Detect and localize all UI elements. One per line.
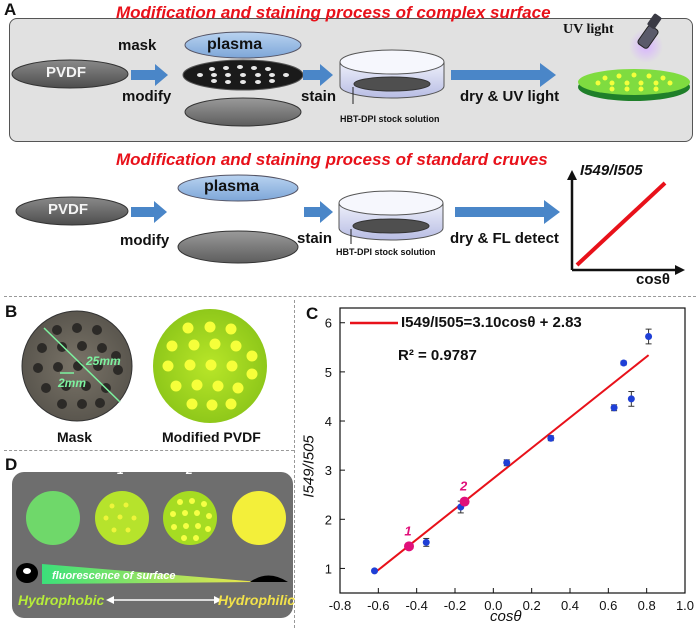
mini-graph-line [575,181,667,267]
bottom-dry-label: dry & FL detect [450,230,559,247]
panel-b-letter: B [5,302,18,321]
bottom-arrow-2-icon [304,201,333,223]
fluorescence-label: fluorescence of surface [52,570,176,582]
top-arrow-2-icon [303,64,333,86]
mask-photo-holes [33,323,123,409]
panel-b-graphics [21,309,267,423]
top-stain-label: stain [301,88,337,105]
legend-equation: I549/I505=3.10cosθ + 2.83 [401,314,582,331]
mask-caption: Mask [57,429,93,445]
top-mask-holes [197,65,289,84]
sample-1-number: 1 [117,463,124,477]
data-point [371,567,378,575]
y-tick-label: 4 [325,414,332,429]
highlight-label: 2 [459,479,468,494]
top-stock-label: HBT-DPI stock solution [340,114,440,124]
bottom-plasma-label: plasma [204,178,260,195]
top-green-spots [595,72,673,92]
uv-light-label: UV light [563,22,614,37]
bottom-arrow-3-icon [455,200,560,224]
top-green-disc [578,69,690,95]
top-arrow-3-icon [451,63,556,87]
top-dry-label: dry & UV light [460,88,560,105]
sample-0-disc [26,491,80,545]
hydrophobic-label: Hydrophobic [18,592,105,608]
x-tick-label: 0.0 [484,598,502,613]
x-tick-label: -0.4 [405,598,427,613]
top-modify-label: modify [122,88,172,105]
x-tick-label: 0.6 [599,598,617,613]
bottom-pvdf-label: PVDF [48,201,89,218]
top-plasma-label: plasma [207,36,263,53]
data-point [547,434,555,442]
data-point [620,359,628,367]
bottom-pvdf-disc [15,196,129,226]
data-point [422,538,430,546]
panel-a-letter: A [4,0,17,19]
top-plasma-disc [184,31,302,59]
x-tick-label: 0.2 [523,598,541,613]
top-arrow-1-icon [131,64,168,86]
mask-dimension-short: 2mm [58,376,87,390]
y-axis-label: I549/I505 [300,435,318,498]
panel-c-letter: C [306,304,319,323]
data-point [610,404,618,412]
hydrophilic-label: Hydrophilic [218,592,296,608]
divider-top [4,296,696,297]
bottom-arrow-1-icon [131,201,167,223]
y-tick-label: 3 [325,463,332,478]
panel-a-top-title: Modification and staining process of com… [116,3,551,22]
highlight-label: 1 [404,523,411,538]
panel-a-graphics [11,13,690,275]
top-mask-label: mask [118,37,157,54]
plot-frame [339,307,686,594]
data-point [627,395,635,403]
modified-pvdf-spots [162,321,258,411]
legend-r2: R² = 0.9787 [398,347,477,364]
bottom-grey-disc [177,230,299,264]
data-point [645,333,653,340]
divider-vertical [294,300,295,628]
sample-2-number: 2 [186,463,193,477]
scatter-chart: -0.8 -0.6 -0.4 -0.2 0.0 0.2 0.4 0.6 0.8 1.0 1 2 3 4 5 6… [325,307,694,613]
bottom-stain-label: stain [297,230,333,247]
y-tick-label: 6 [325,316,332,331]
mask-diameter-line [43,327,121,403]
mask-dimension-long: 25mm [86,354,121,368]
x-tick-label: -0.2 [444,598,466,613]
fit-line [373,354,650,574]
y-tick-label: 1 [325,561,332,576]
highlight-point [459,496,470,507]
bottom-modify-label: modify [120,232,170,249]
data-point [503,459,511,467]
bottom-plasma-disc [177,174,299,202]
mini-graph-y-label: I549/I505 [580,162,643,179]
top-pvdf-label: PVDF [46,64,87,81]
x-tick-label: 1.0 [676,598,694,613]
fluorescence-wedge [42,564,260,584]
droplet-right-icon [250,575,288,582]
panel-a-bottom-title: Modification and staining process of sta… [116,150,548,169]
y-tick-label: 2 [325,512,332,527]
panel-d-graphics [16,491,288,604]
x-tick-label: 0.4 [561,598,579,613]
x-tick-label: 0.8 [638,598,656,613]
mini-graph-x-label: cosθ [636,271,670,288]
divider-bd [4,450,294,451]
top-pvdf-disc [11,59,129,89]
modified-pvdf-caption: Modified PVDF [162,429,261,445]
y-tick-label: 5 [325,365,332,380]
y-axis-label-wrap: I549/I505 [299,398,319,538]
x-tick-label: -0.6 [367,598,389,613]
top-grey-disc [184,97,302,127]
x-tick-label: -0.8 [329,598,351,613]
x-axis-label: cosθ [490,608,522,625]
sample-3-disc [232,491,286,545]
panel-d-letter: D [5,455,18,474]
highlight-point [404,541,414,552]
bottom-stock-label: HBT-DPI stock solution [336,247,436,257]
